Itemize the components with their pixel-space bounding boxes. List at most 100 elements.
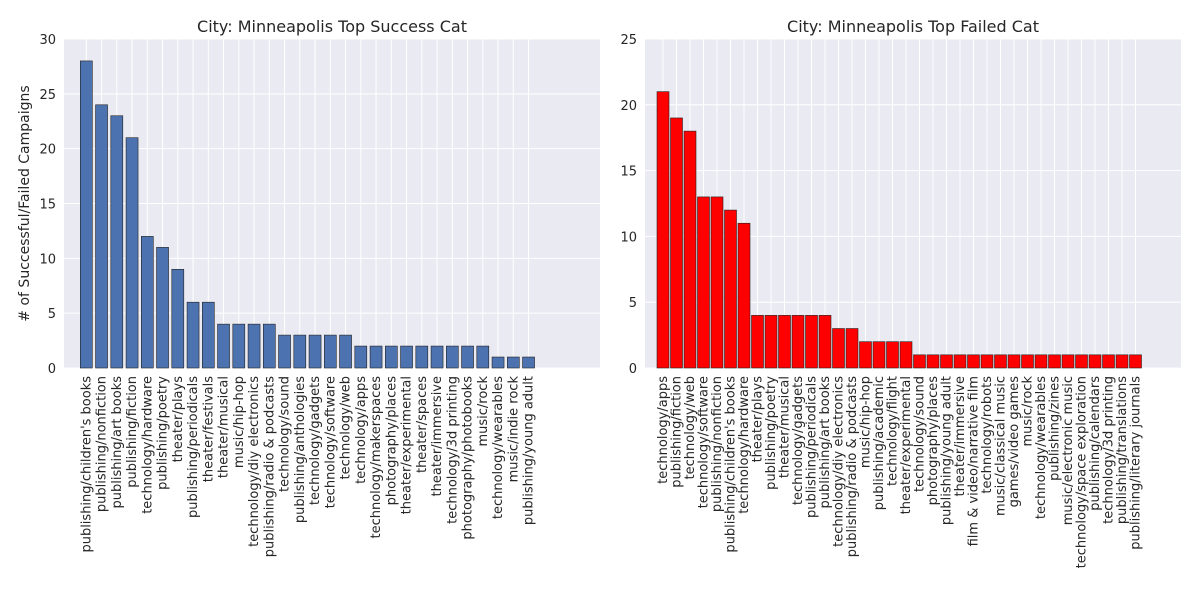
bar <box>278 334 291 369</box>
x-tick-label: publishing/periodicals <box>186 376 201 518</box>
bar <box>751 315 764 369</box>
bar <box>886 341 899 369</box>
bar <box>953 354 967 369</box>
x-tick-label: publishing/calendars <box>1088 376 1103 511</box>
x-tick-label: technology/gadgets <box>308 376 323 505</box>
x-tick-label: publishing/periodicals <box>805 376 820 518</box>
x-tick-label: publishing/poetry <box>764 376 779 490</box>
x-tick-label: theater/festivals <box>201 376 216 482</box>
bar <box>339 334 352 369</box>
x-tick-label: technology/web <box>683 376 698 479</box>
bar <box>110 115 124 369</box>
bar <box>805 315 818 369</box>
bar <box>980 354 994 369</box>
bar <box>476 345 490 369</box>
x-tick-label: technology/makerspaces <box>369 376 384 539</box>
y-axis-label: # of Successful/Failed Campaigns <box>17 85 33 321</box>
bar <box>217 323 230 369</box>
x-tick-label: games/video games <box>1007 376 1022 508</box>
x-tick-label: publishing/children's books <box>79 376 94 553</box>
x-tick-label: film & video/narrative film <box>967 376 982 546</box>
x-tick-label: technology/gadgets <box>791 376 806 505</box>
y-tick-label: 25 <box>39 88 56 103</box>
bar <box>737 222 751 369</box>
x-tick-label: technology/diy electronics <box>247 376 262 547</box>
bar <box>926 354 940 369</box>
bar <box>683 130 697 369</box>
x-tick-label: publishing/poetry <box>156 376 171 490</box>
x-tick-label: technology/apps <box>656 376 671 484</box>
bar <box>1115 354 1129 369</box>
x-tick-label: publishing/radio & podcasts <box>262 376 277 557</box>
chart-title: City: Minneapolis Top Success Cat <box>197 17 467 36</box>
x-tick-label: technology/software <box>323 376 338 508</box>
x-tick-label: technology/web <box>339 376 354 479</box>
bar <box>186 301 200 369</box>
x-tick-label: photography/places <box>926 376 941 506</box>
bar <box>354 345 368 369</box>
x-tick-label: music/hip-hop <box>859 376 874 468</box>
x-tick-label: music/rock <box>476 376 491 447</box>
bar <box>791 315 805 369</box>
x-tick-label: publishing/radio & podcasts <box>845 376 860 557</box>
x-tick-label: publishing/literary journals <box>1129 376 1144 550</box>
bar <box>670 117 683 369</box>
chart-failed: 0 5 10 15 20 25 technology/appspublishing/fict… <box>620 17 1181 568</box>
bar <box>899 341 913 369</box>
x-tick-label: technology/robots <box>980 376 995 494</box>
x-tick-label: publishing/nonfiction <box>95 376 110 512</box>
x-tick-label: publishing/young adult <box>522 376 537 525</box>
bar <box>522 356 535 369</box>
bar <box>967 354 980 369</box>
x-tick-label: theater/plays <box>171 376 186 463</box>
bar <box>710 196 724 369</box>
x-tick-label: technology/3d printing <box>1102 376 1117 524</box>
bar <box>764 315 778 369</box>
bar <box>832 328 845 369</box>
x-tick-label: theater/immersive <box>953 376 968 496</box>
bar <box>724 209 737 369</box>
x-tick-label: theater/musical <box>217 376 232 478</box>
bar <box>1007 354 1021 369</box>
x-tick-label: music/classical music <box>994 376 1009 516</box>
bar <box>778 315 791 369</box>
x-tick-label: technology/wearables <box>491 376 506 519</box>
y-tick-label: 5 <box>629 296 637 311</box>
bar <box>818 315 832 369</box>
x-tick-label: photography/photobooks <box>461 376 476 540</box>
x-tick-label: music/hip-hop <box>232 376 247 468</box>
bar <box>461 345 474 369</box>
x-tick-label: theater/musical <box>778 376 793 478</box>
bar <box>400 345 413 369</box>
bar <box>323 334 337 369</box>
x-tick-label: music/indie rock <box>506 376 521 483</box>
x-tick-label: publishing/nonfiction <box>710 376 725 512</box>
y-tick-label: 10 <box>39 252 56 267</box>
x-tick-label: technology/flight <box>886 376 901 486</box>
x-tick-label: technology/diy electronics <box>832 376 847 547</box>
x-tick-label: publishing/anthologies <box>293 376 308 523</box>
bar <box>125 137 139 369</box>
x-tick-label: publishing/translations <box>1115 376 1130 524</box>
bar <box>445 345 459 369</box>
bar <box>384 345 398 369</box>
bar <box>202 301 215 369</box>
bar <box>141 236 154 369</box>
x-tick-label: theater/plays <box>751 376 766 463</box>
bar <box>1075 354 1088 369</box>
y-tick-label: 10 <box>620 230 637 245</box>
bar <box>656 91 670 369</box>
bar <box>415 345 429 369</box>
x-tick-label: technology/software <box>697 376 712 508</box>
y-tick-label: 0 <box>48 362 56 377</box>
x-tick-label: technology/hardware <box>140 376 155 514</box>
y-tick-label: 15 <box>39 198 56 213</box>
bar <box>247 323 261 369</box>
bar <box>171 268 185 369</box>
x-tick-label: technology/sound <box>913 376 928 492</box>
bar <box>506 356 520 369</box>
bar <box>491 356 505 369</box>
